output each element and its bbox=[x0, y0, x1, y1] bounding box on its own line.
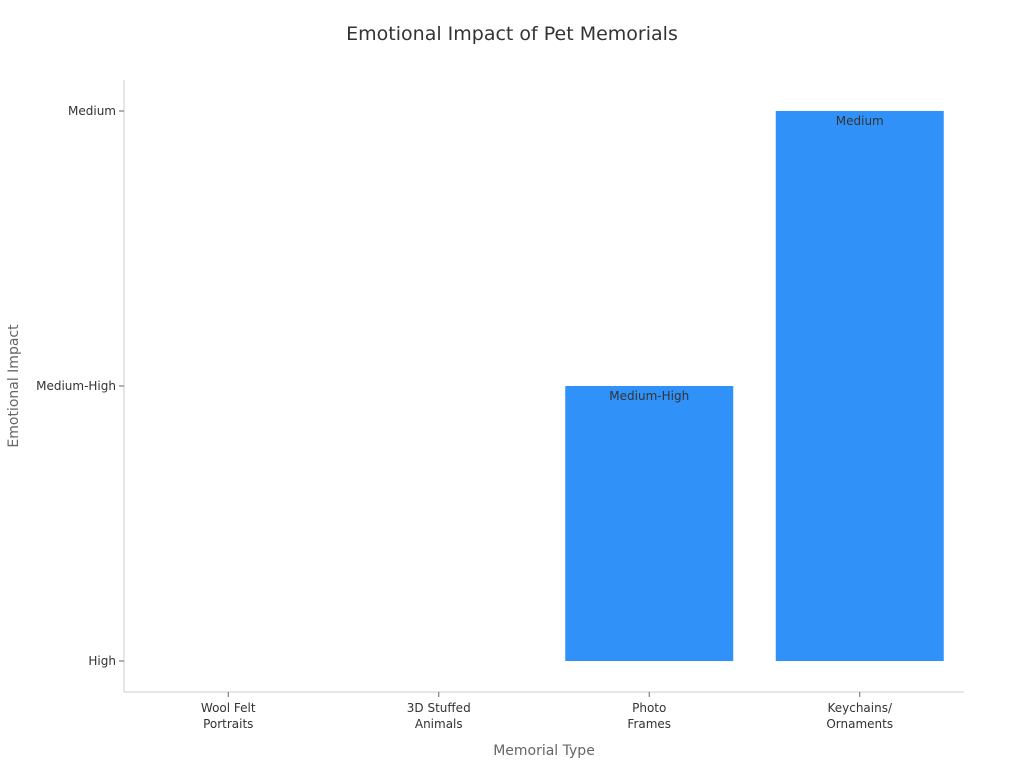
x-tick-label: Photo bbox=[632, 701, 666, 715]
x-tick-label: Keychains/ bbox=[827, 701, 893, 715]
x-tick-label: 3D Stuffed bbox=[407, 701, 471, 715]
y-axis-title: Emotional Impact bbox=[6, 324, 22, 448]
x-tick-label: Animals bbox=[415, 717, 463, 731]
y-tick-label: High bbox=[88, 654, 116, 668]
data-label: Medium bbox=[836, 114, 884, 128]
y-tick-label: Medium bbox=[68, 104, 116, 118]
y-tick-label: Medium-High bbox=[36, 379, 116, 393]
chart-title: Emotional Impact of Pet Memorials bbox=[346, 23, 678, 45]
plot-area: High Medium-High Medium Wool Felt Portraits 3… bbox=[36, 80, 964, 731]
x-axis-title: Memorial Type bbox=[493, 743, 595, 759]
data-label: Medium-High bbox=[609, 389, 689, 403]
bar bbox=[565, 386, 734, 661]
x-tick-label: Wool Felt bbox=[201, 701, 256, 715]
bar bbox=[775, 111, 944, 661]
x-tick-label: Portraits bbox=[203, 717, 253, 731]
x-tick-label: Frames bbox=[627, 717, 671, 731]
x-tick-label: Ornaments bbox=[826, 717, 893, 731]
